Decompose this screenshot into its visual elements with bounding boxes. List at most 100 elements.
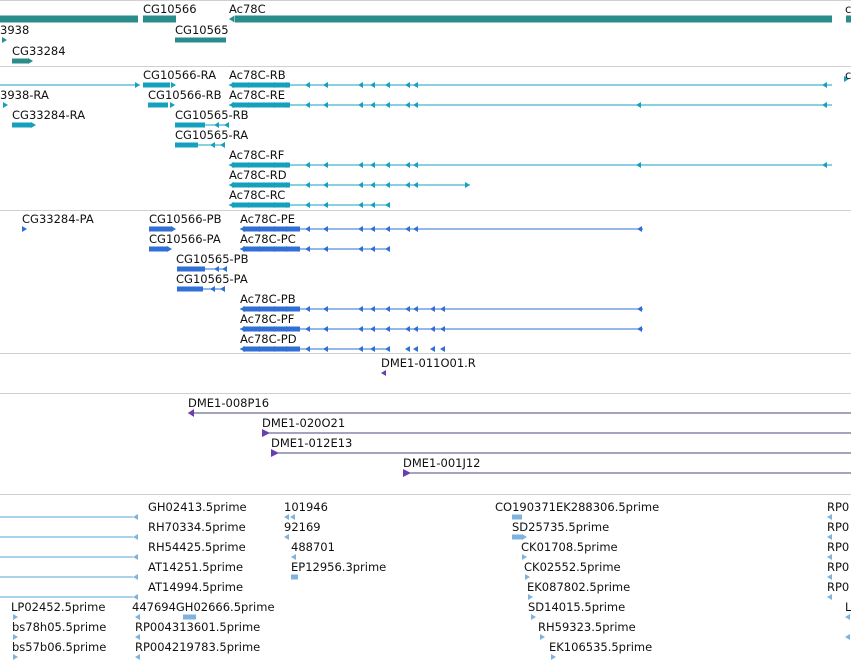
protein-block: [149, 246, 167, 252]
gene-label[interactable]: c: [845, 2, 851, 16]
protein-label[interactable]: CG33284-PA: [22, 212, 94, 226]
protein-block: [149, 226, 172, 232]
protein-label[interactable]: CG10565-PB: [176, 252, 249, 266]
exon-arrow: [229, 202, 234, 208]
exon-arrow: [270, 162, 275, 168]
est-label[interactable]: RH59323.5prime: [538, 620, 636, 634]
exon-arrow: [370, 162, 375, 168]
transcript-label[interactable]: Ac78C-RE: [229, 88, 286, 102]
est-label[interactable]: RP0: [827, 580, 850, 594]
est-label[interactable]: CK01708.5prime: [521, 540, 618, 554]
est-label[interactable]: GH02413.5prime: [148, 500, 247, 514]
transcript-label[interactable]: CG33284-RA: [12, 108, 86, 122]
protein-exon-arrow: [255, 306, 260, 312]
protein-exon-arrow: [240, 326, 245, 332]
est-label[interactable]: AT14251.5prime: [148, 560, 244, 574]
est-label[interactable]: RP0: [827, 500, 850, 514]
transcript-label[interactable]: Ac78C-RB: [229, 68, 286, 82]
clone-end-arrow: [188, 409, 194, 417]
gene-label[interactable]: Ac78C: [229, 2, 266, 16]
est-label[interactable]: SD14015.5prime: [528, 600, 626, 614]
protein-label[interactable]: CG10566-PA: [149, 232, 221, 246]
protein-exon-arrow: [370, 306, 375, 312]
est-label[interactable]: RP0: [827, 540, 850, 554]
protein-label[interactable]: Ac78C-PF: [240, 312, 295, 326]
transcript-label[interactable]: CG10566-RB: [148, 88, 222, 102]
clone-label[interactable]: DME1-008P16: [188, 396, 270, 410]
protein-label[interactable]: CG10565-PA: [176, 272, 248, 286]
transcript-label[interactable]: Ac78C-RC: [229, 188, 286, 202]
exon-arrow: [385, 202, 390, 208]
exon-arrow: [282, 182, 287, 188]
clone-label[interactable]: DME1-012E13: [271, 436, 353, 450]
est-label[interactable]: RP0: [827, 520, 850, 534]
gene-bar: [175, 37, 226, 43]
protein-exon-arrow: [305, 306, 310, 312]
est-arrow: [522, 534, 527, 540]
est-label[interactable]: RP004313601.5prime: [135, 620, 261, 634]
transcript-label[interactable]: c: [845, 68, 851, 82]
est-label[interactable]: 488701: [291, 540, 335, 554]
est-label[interactable]: 447694GH02666.5prime: [132, 600, 275, 614]
est-label[interactable]: bs57b06.5prime: [12, 640, 107, 654]
est-label[interactable]: EK087802.5prime: [527, 580, 631, 594]
protein-exon-arrow: [305, 226, 310, 232]
est-label[interactable]: RP0: [827, 560, 850, 574]
clone-label[interactable]: DME1-001J12: [403, 456, 481, 470]
exon-arrow: [229, 162, 234, 168]
exon-arrow: [405, 182, 410, 188]
exon-arrow: [323, 202, 328, 208]
protein-exon-arrow: [270, 346, 275, 352]
est-label[interactable]: RH54425.5prime: [148, 540, 246, 554]
exon-arrow: [370, 182, 375, 188]
protein-exon-arrow: [282, 246, 287, 252]
transcript-label[interactable]: CG10565-RA: [175, 128, 249, 142]
protein-exon-arrow: [385, 346, 390, 352]
transcript-label[interactable]: CG10566-RA: [143, 68, 217, 82]
est-label[interactable]: CK02552.5prime: [524, 560, 621, 574]
track-separator: [0, 0, 851, 1]
protein-exon-arrow: [255, 246, 260, 252]
protein-label[interactable]: CG10566-PB: [149, 212, 222, 226]
est-label[interactable]: SD25735.5prime: [512, 520, 610, 534]
est-label[interactable]: EK106535.5prime: [549, 640, 653, 654]
protein-label[interactable]: Ac78C-PB: [240, 292, 296, 306]
est-label[interactable]: 92169: [284, 520, 321, 534]
protein-exon-arrow: [305, 326, 310, 332]
clone-end-arrow: [262, 429, 270, 437]
gene-label[interactable]: 3938: [0, 23, 30, 37]
transcript-label[interactable]: Ac78C-RF: [229, 148, 285, 162]
gene-label[interactable]: CG33284: [12, 44, 66, 58]
gene-label[interactable]: CG10566: [143, 2, 197, 16]
exon: [12, 122, 32, 128]
protein-label[interactable]: Ac78C-PD: [240, 332, 297, 346]
exon-arrow: [270, 202, 275, 208]
est-label[interactable]: EP12956.3prime: [291, 560, 387, 574]
protein-label[interactable]: Ac78C-PC: [240, 232, 296, 246]
gene-label[interactable]: CG10565: [175, 23, 229, 37]
est-label[interactable]: LP02452.5prime: [11, 600, 106, 614]
exon-arrow: [214, 122, 219, 128]
protein-exon-arrow: [385, 326, 390, 332]
est-label[interactable]: 101946: [284, 500, 328, 514]
est-label[interactable]: CO190371EK288306.5prime: [495, 500, 660, 514]
transcript-label[interactable]: CG10565-RB: [175, 108, 249, 122]
est-label[interactable]: RH70334.5prime: [148, 520, 246, 534]
est-arrow: [13, 614, 18, 620]
transcript-label[interactable]: 3938-RA: [0, 88, 49, 102]
protein-exon-arrow: [323, 346, 328, 352]
protein-exon-arrow: [413, 346, 418, 352]
protein-exon-arrow: [270, 306, 275, 312]
est-label[interactable]: L: [845, 600, 851, 614]
transcript-label[interactable]: Ac78C-RD: [229, 168, 287, 182]
est-label[interactable]: AT14994.5prime: [148, 580, 244, 594]
oligo-label[interactable]: DME1-011O01.R: [381, 356, 476, 370]
exon-arrow: [358, 102, 363, 108]
clone-label[interactable]: DME1-020O21: [262, 416, 346, 430]
exon: [143, 82, 170, 88]
est-label[interactable]: bs78h05.5prime: [12, 620, 107, 634]
protein-label[interactable]: Ac78C-PE: [240, 212, 296, 226]
est-label[interactable]: RP004219783.5prime: [135, 640, 261, 654]
exon-arrow: [385, 82, 390, 88]
